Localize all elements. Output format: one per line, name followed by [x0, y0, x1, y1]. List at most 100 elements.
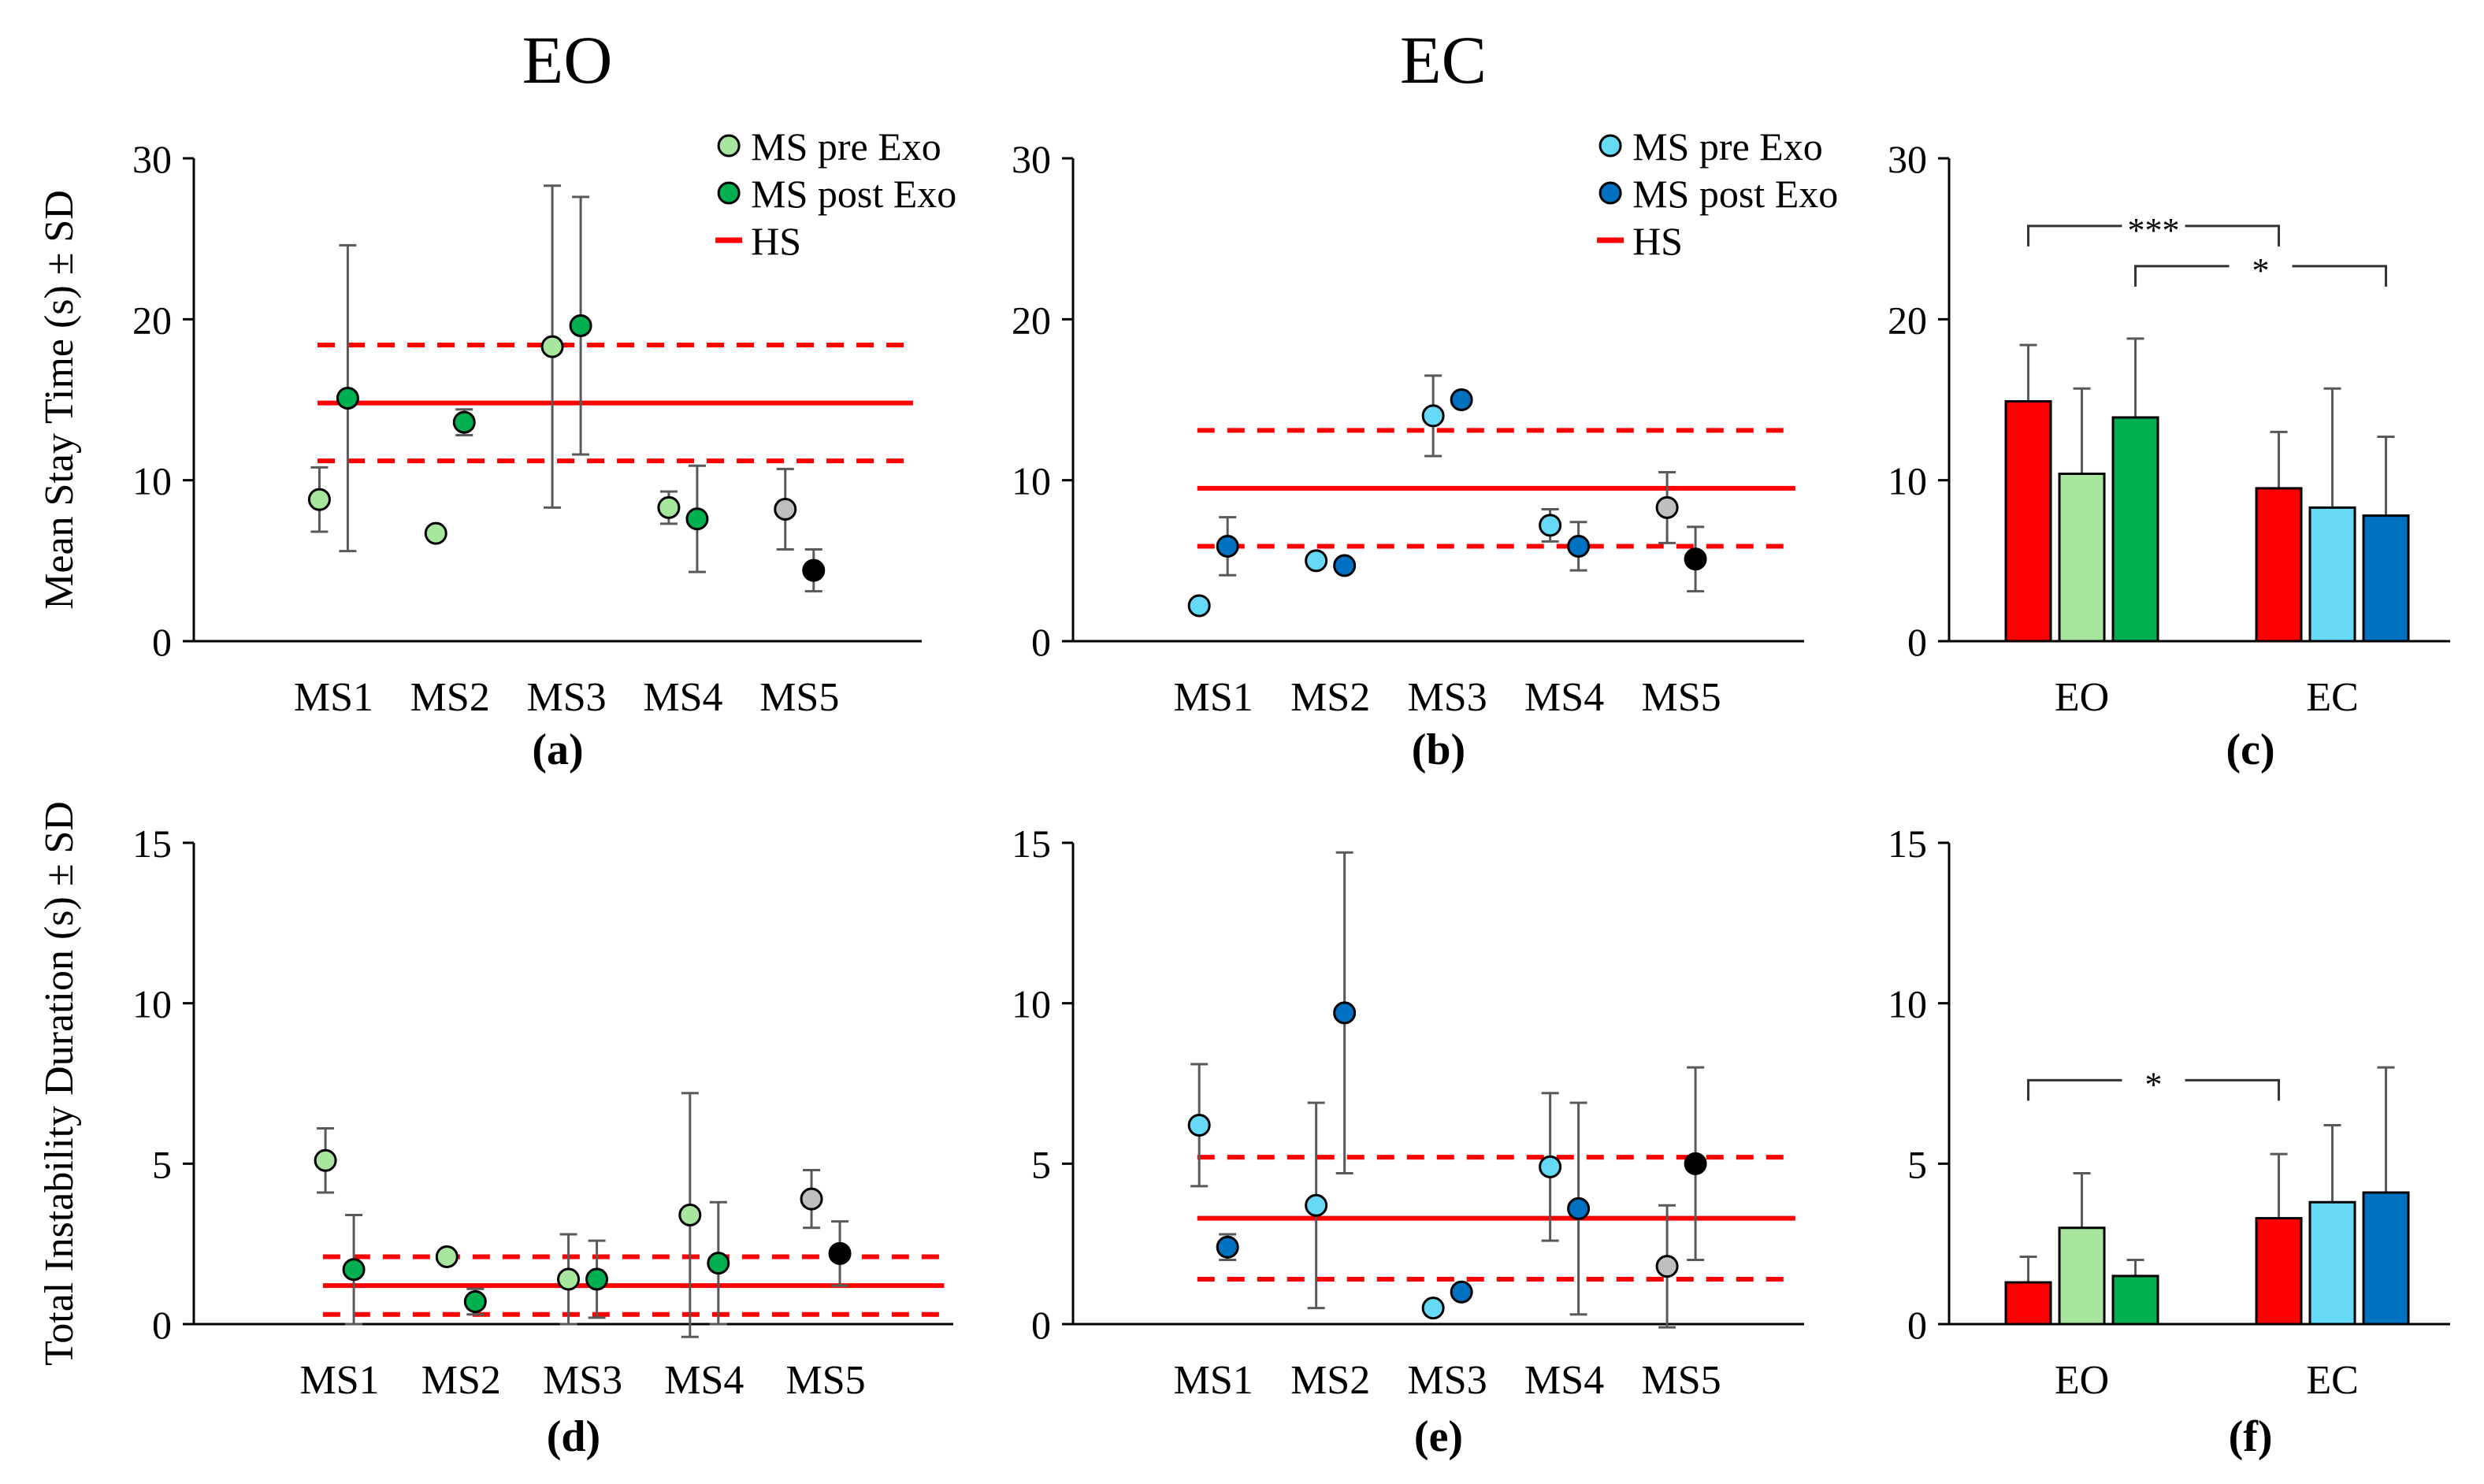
- legend-post-label: MS post Exo: [1632, 172, 1838, 216]
- pre-exo-point: [435, 1245, 459, 1268]
- panel-label: (c): [2226, 725, 2274, 774]
- y-tick-label: 10: [1012, 982, 1051, 1026]
- bar-eo-hs: [2004, 1281, 2052, 1326]
- bar-ec-ms-post-exo: [2362, 514, 2410, 643]
- post-exo-point: [1333, 1001, 1357, 1025]
- post-exo-point: [342, 1258, 366, 1282]
- x-tick-label: MS5: [785, 1358, 865, 1403]
- panel-d: 0 5 10 15 MS1 MS2 MS3 MS4 MS5 Total Instability D…: [37, 801, 953, 1461]
- y-tick-label: 30: [132, 137, 172, 181]
- post-exo-point: [463, 1289, 487, 1313]
- panel-label: (e): [1414, 1412, 1463, 1461]
- x-tick-label: EO: [2055, 1358, 2109, 1403]
- pre-exo-point: [1421, 404, 1445, 428]
- panel-f: 0 5 10 15 EO EC * (f): [1888, 822, 2450, 1461]
- post-exo-point: [1216, 534, 1239, 558]
- x-tick-label: MS4: [1524, 1358, 1604, 1403]
- pre-exo-point: [1539, 1155, 1562, 1178]
- panel-label: (a): [532, 725, 583, 774]
- y-tick-label: 0: [1031, 1303, 1051, 1347]
- y-tick-label: 10: [132, 459, 172, 503]
- y-tick-label: 30: [1888, 137, 1927, 181]
- y-tick-label: 20: [1012, 298, 1051, 342]
- y-tick-label: 5: [1907, 1142, 1927, 1186]
- post-exo-point: [1684, 547, 1707, 571]
- x-tick-label: MS1: [1174, 675, 1253, 720]
- bar-eo-ms-pre-exo: [2058, 472, 2106, 643]
- legend-pre-marker: [717, 134, 741, 158]
- header-ec: EC: [1400, 22, 1487, 98]
- post-exo-point: [1450, 388, 1473, 411]
- bar-ec-hs: [2255, 1217, 2303, 1326]
- pre-exo-point: [1187, 594, 1211, 618]
- y-tick-label: 0: [1031, 620, 1051, 664]
- significance-label: *: [2252, 251, 2270, 290]
- post-exo-point: [1684, 1152, 1707, 1175]
- post-exo-point: [452, 410, 476, 434]
- x-tick-label: EO: [2055, 675, 2109, 720]
- pre-exo-point: [1655, 495, 1679, 519]
- pre-exo-point: [774, 497, 797, 521]
- legend-pre-label: MS pre Exo: [751, 124, 941, 169]
- pre-exo-point: [657, 495, 681, 519]
- significance-label-bg: [2122, 214, 2185, 237]
- bar-ec-ms-pre-exo: [2308, 1200, 2356, 1326]
- y-tick-label: 20: [1888, 298, 1927, 342]
- significance-label-bg: [2229, 254, 2293, 277]
- y-tick-label: 10: [132, 982, 172, 1026]
- pre-exo-point: [557, 1267, 581, 1291]
- pre-exo-point: [1655, 1255, 1679, 1278]
- y-tick-label: 15: [1012, 822, 1051, 866]
- significance-label: ***: [2128, 211, 2180, 250]
- pre-exo-point: [1539, 514, 1562, 537]
- x-tick-label: MS2: [1290, 1358, 1370, 1403]
- header-eo: EO: [522, 22, 613, 98]
- legend-hs-label: HS: [1632, 219, 1683, 263]
- x-tick-label: MS1: [1174, 1358, 1253, 1403]
- significance-label: *: [2145, 1065, 2163, 1104]
- pre-exo-point: [1421, 1297, 1445, 1320]
- y-tick-label: 0: [1907, 620, 1927, 664]
- pre-exo-point: [1305, 1193, 1328, 1217]
- bar-ec-hs: [2255, 487, 2303, 643]
- y-axis-label: Total Instability Duration (s) ± SD: [37, 801, 82, 1366]
- panel-e: 0 5 10 15 MS1 MS2 MS3 MS4 MS5 (e): [1012, 822, 1804, 1461]
- post-exo-point: [828, 1241, 852, 1265]
- post-exo-point: [1333, 554, 1357, 577]
- post-exo-point: [685, 507, 709, 531]
- x-tick-label: MS3: [1408, 1358, 1487, 1403]
- x-tick-label: EC: [2306, 1358, 2358, 1403]
- x-tick-label: MS2: [410, 675, 490, 720]
- pre-exo-point: [1305, 549, 1328, 573]
- x-tick-label: MS4: [1524, 675, 1604, 720]
- x-tick-label: MS2: [421, 1358, 501, 1403]
- post-exo-point: [1216, 1235, 1239, 1259]
- y-tick-label: 10: [1012, 459, 1051, 503]
- x-tick-label: MS1: [300, 1358, 380, 1403]
- legend-pre-label: MS pre Exo: [1632, 124, 1823, 169]
- panel-label: (d): [547, 1412, 600, 1461]
- y-tick-label: 10: [1888, 982, 1927, 1026]
- bar-eo-ms-pre-exo: [2058, 1226, 2106, 1326]
- pre-exo-point: [800, 1187, 823, 1211]
- pre-exo-point: [678, 1204, 702, 1227]
- y-tick-label: 30: [1012, 137, 1051, 181]
- panel-label: (f): [2229, 1412, 2273, 1461]
- bar-eo-ms-post-exo: [2111, 416, 2159, 643]
- y-tick-label: 5: [1031, 1142, 1051, 1186]
- panel-label: (b): [1412, 725, 1465, 774]
- x-tick-label: MS3: [1408, 675, 1487, 720]
- post-exo-point: [569, 314, 592, 338]
- x-tick-label: MS3: [543, 1358, 622, 1403]
- x-tick-label: MS1: [294, 675, 373, 720]
- y-tick-label: 0: [152, 1303, 172, 1347]
- legend-post-marker: [1598, 181, 1622, 205]
- y-tick-label: 15: [1888, 822, 1927, 866]
- legend-post-marker: [717, 181, 741, 205]
- bar-eo-hs: [2004, 400, 2052, 643]
- x-tick-label: MS5: [759, 675, 839, 720]
